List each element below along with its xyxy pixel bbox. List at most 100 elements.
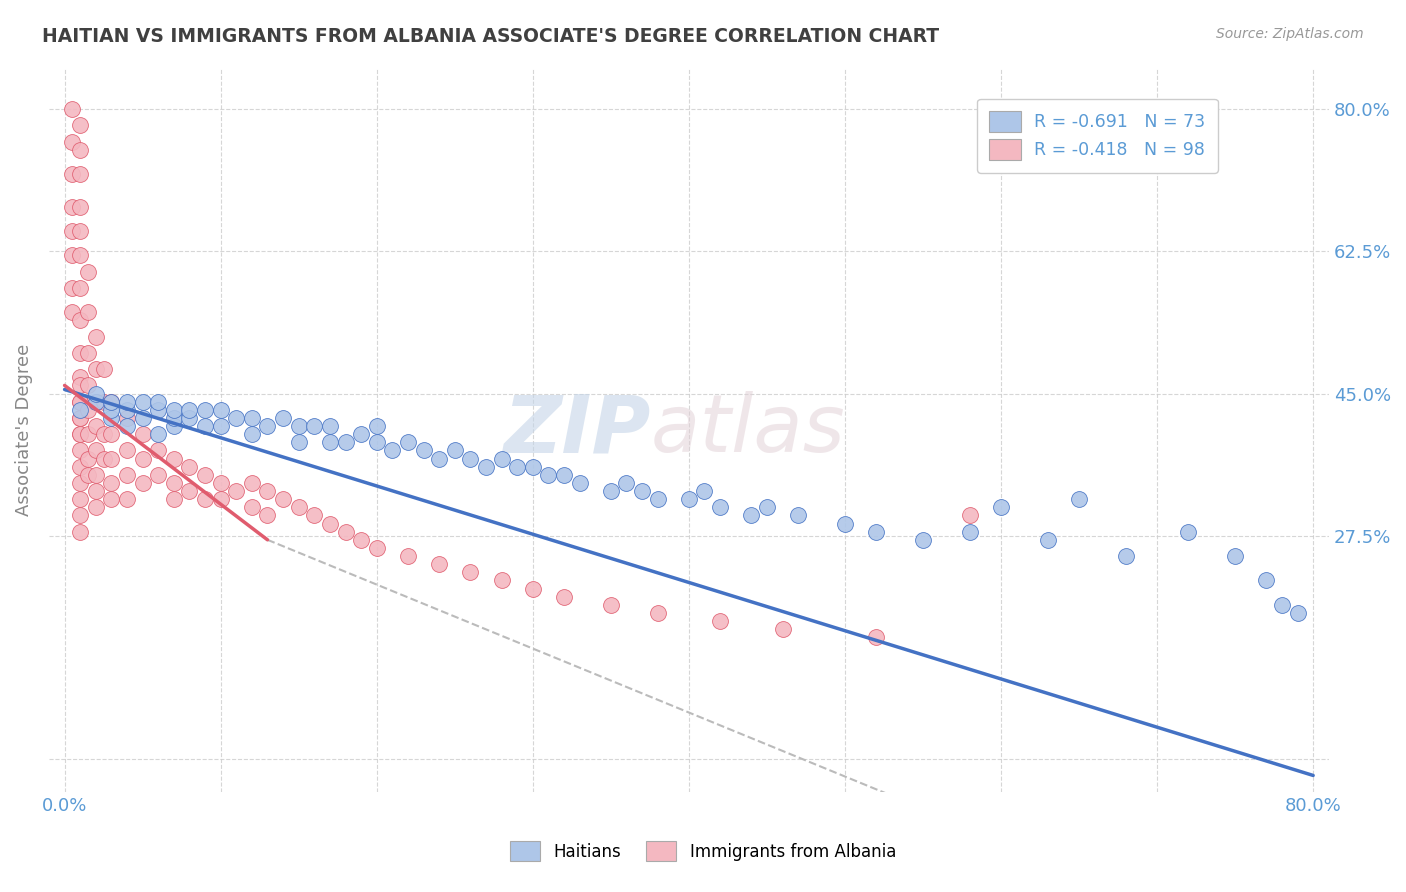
Legend: Haitians, Immigrants from Albania: Haitians, Immigrants from Albania (496, 828, 910, 875)
Point (84, 394, 107, 409)
Point (194, 492, 217, 507)
Point (100, 402, 122, 417)
Point (834, 516, 856, 531)
Point (304, 508, 326, 523)
Point (60, 135, 83, 149)
Point (256, 419, 278, 434)
Point (491, 574, 513, 588)
Point (69, 248, 91, 262)
Point (84, 386, 107, 401)
Point (69, 459, 91, 474)
Point (69, 394, 91, 409)
Point (647, 606, 669, 620)
Point (599, 484, 621, 499)
Point (1036, 533, 1059, 547)
Point (84, 362, 107, 376)
Point (631, 484, 654, 499)
Point (60, 167, 83, 181)
Point (460, 566, 482, 580)
Point (69, 411, 91, 425)
Point (990, 500, 1012, 515)
Point (69, 427, 91, 442)
Point (1067, 492, 1090, 507)
Point (460, 451, 482, 466)
Point (148, 394, 170, 409)
Point (163, 492, 186, 507)
Point (163, 411, 186, 425)
Point (271, 492, 294, 507)
Point (69, 394, 91, 409)
Point (60, 224, 83, 238)
Point (131, 427, 153, 442)
Point (77, 305, 100, 319)
Point (225, 484, 247, 499)
Point (959, 524, 981, 539)
Point (335, 435, 357, 450)
Point (366, 541, 388, 555)
Point (60, 248, 83, 262)
Point (115, 492, 138, 507)
Point (335, 524, 357, 539)
Point (256, 484, 278, 499)
Point (115, 467, 138, 482)
Point (100, 492, 122, 507)
Point (69, 281, 91, 295)
Point (84, 394, 107, 409)
Point (115, 411, 138, 425)
Point (77, 402, 100, 417)
Point (77, 427, 100, 442)
Point (491, 451, 513, 466)
Point (240, 500, 263, 515)
Point (319, 435, 342, 450)
Point (77, 451, 100, 466)
Point (179, 459, 201, 474)
Point (616, 475, 638, 490)
Point (100, 427, 122, 442)
Text: Source: ZipAtlas.com: Source: ZipAtlas.com (1216, 27, 1364, 41)
Point (522, 459, 544, 474)
Point (865, 524, 887, 539)
Point (84, 500, 107, 515)
Point (553, 590, 575, 604)
Point (350, 533, 373, 547)
Point (60, 200, 83, 214)
Point (350, 427, 373, 442)
Point (209, 492, 232, 507)
Point (100, 394, 122, 409)
Point (740, 508, 762, 523)
Point (115, 443, 138, 458)
Point (755, 500, 778, 515)
Text: HAITIAN VS IMMIGRANTS FROM ALBANIA ASSOCIATE'S DEGREE CORRELATION CHART: HAITIAN VS IMMIGRANTS FROM ALBANIA ASSOC… (42, 27, 939, 45)
Point (443, 443, 465, 458)
Point (1115, 549, 1137, 563)
Point (366, 435, 388, 450)
Point (69, 143, 91, 157)
Point (163, 402, 186, 417)
Point (100, 411, 122, 425)
Text: atlas: atlas (651, 391, 845, 469)
Point (69, 411, 91, 425)
Point (69, 524, 91, 539)
Point (1256, 574, 1278, 588)
Text: ZIP: ZIP (503, 391, 651, 469)
Point (69, 475, 91, 490)
Point (100, 394, 122, 409)
Point (69, 443, 91, 458)
Point (69, 224, 91, 238)
Point (69, 402, 91, 417)
Point (148, 443, 170, 458)
Point (319, 516, 342, 531)
Point (84, 329, 107, 343)
Point (256, 508, 278, 523)
Point (1177, 524, 1199, 539)
Point (69, 313, 91, 327)
Point (163, 451, 186, 466)
Point (209, 475, 232, 490)
Point (69, 346, 91, 360)
Point (599, 598, 621, 612)
Point (366, 419, 388, 434)
Point (179, 484, 201, 499)
Point (194, 402, 217, 417)
Point (77, 467, 100, 482)
Point (865, 630, 887, 644)
